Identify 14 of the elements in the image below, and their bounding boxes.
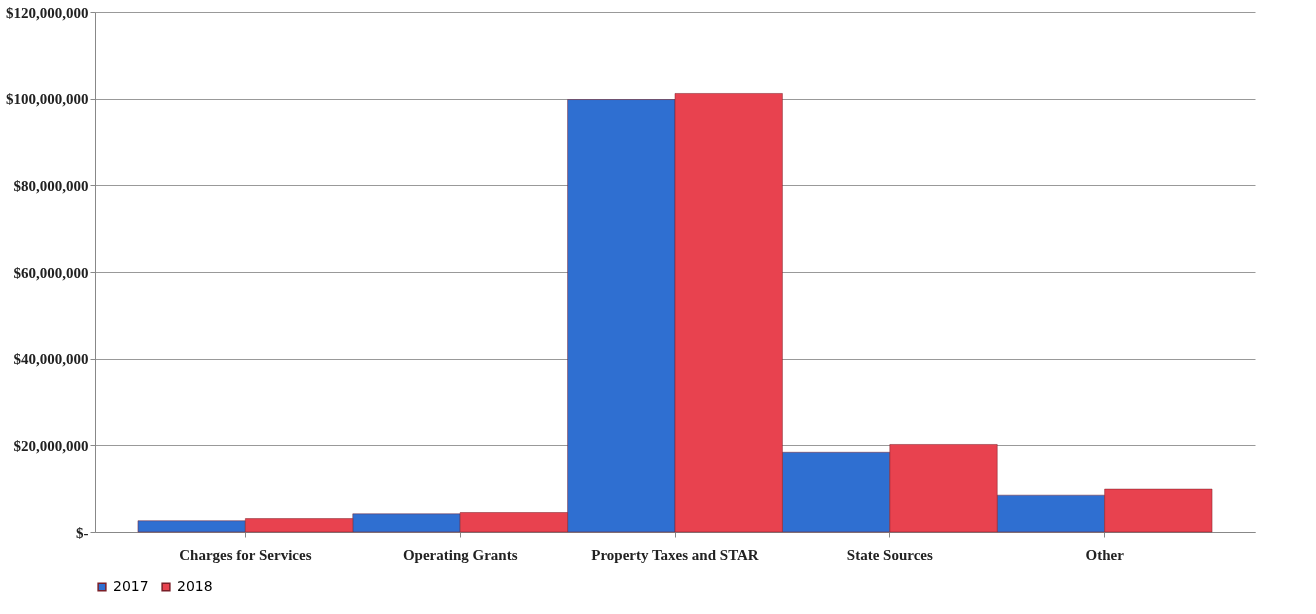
y-tick-label: $120,000,000	[6, 4, 89, 21]
y-tick-label: $20,000,000	[13, 437, 89, 454]
y-tick-label: $60,000,000	[13, 264, 89, 281]
y-tick-label: $40,000,000	[13, 351, 89, 368]
x-tick-label: Operating Grants	[402, 546, 518, 563]
legend-label: 2017	[113, 578, 149, 594]
y-tick-label: $-	[76, 524, 89, 541]
x-tick-label: State Sources	[846, 546, 933, 563]
x-tick-label: Other	[1085, 546, 1125, 563]
x-tick-label: Property Taxes and STAR	[591, 546, 759, 563]
y-tick-label: $100,000,000	[6, 91, 89, 108]
y-tick-label: $80,000,000	[13, 177, 89, 194]
x-tick-label: Charges for Services	[179, 546, 312, 563]
legend-label: 2018	[177, 578, 213, 594]
